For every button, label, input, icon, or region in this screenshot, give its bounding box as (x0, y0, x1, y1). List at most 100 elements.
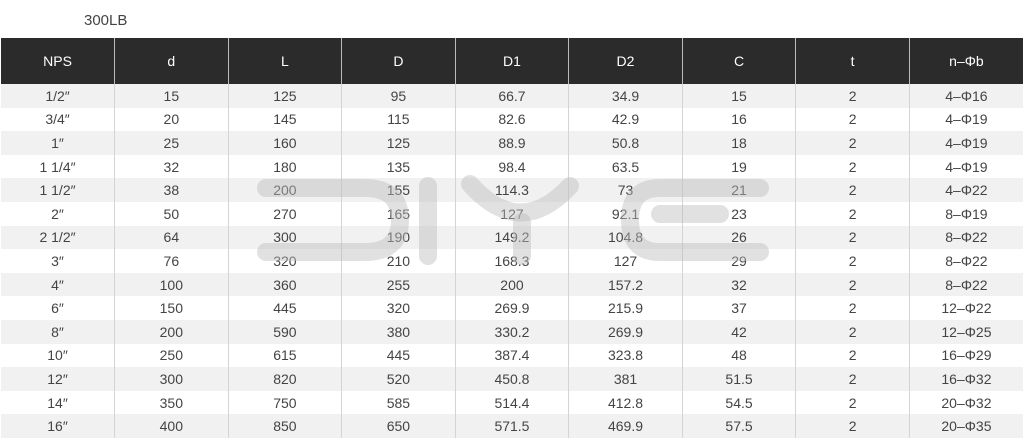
table-cell: 6″ (1, 296, 115, 320)
table-cell: 8–Φ19 (908, 201, 1023, 226)
table-cell: 469.9 (568, 414, 683, 438)
table-cell: 750 (227, 390, 342, 415)
table-row: 2″ 50 270 165 127 92.1 23 2 8–Φ19 (1, 201, 1023, 226)
table-cell: 400 (114, 414, 229, 438)
table-cell: 23 (681, 201, 796, 226)
table-cell: 445 (227, 296, 342, 320)
table-cell: 3″ (1, 249, 115, 273)
table-cell: 165 (341, 201, 456, 226)
table-cell: 571.5 (454, 414, 569, 438)
table-cell: 64 (114, 225, 229, 250)
table-cell: 387.4 (454, 343, 569, 368)
table-cell: 3/4″ (1, 107, 115, 132)
table-row: 1 1/2″ 38 200 155 114.3 73 21 2 4–Φ22 (1, 178, 1023, 202)
table-cell: 270 (227, 201, 342, 226)
table-cell: 4–Φ19 (908, 131, 1023, 155)
table-cell: 2 (795, 414, 910, 438)
table-cell: 1″ (1, 131, 115, 155)
table-cell: 300 (227, 225, 342, 250)
column-header: C (681, 38, 796, 84)
table-cell: 323.8 (568, 343, 683, 368)
table-cell: 2 (795, 178, 910, 202)
table-cell: 16″ (1, 414, 115, 438)
table-cell: 2 (795, 296, 910, 320)
table-cell: 19 (681, 154, 796, 179)
table-cell: 14″ (1, 390, 115, 415)
table-cell: 15 (681, 84, 796, 108)
table-cell: 155 (341, 178, 456, 202)
table-cell: 2 (795, 367, 910, 391)
table-cell: 48 (681, 343, 796, 368)
table-cell: 50.8 (568, 131, 683, 155)
table-cell: 114.3 (454, 178, 569, 202)
table-cell: 1 1/4″ (1, 154, 115, 179)
table-cell: 255 (341, 272, 456, 297)
table-cell: 21 (681, 178, 796, 202)
column-header: t (795, 38, 910, 84)
table-cell: 100 (114, 272, 229, 297)
table-cell: 330.2 (454, 319, 569, 344)
table-cell: 300 (114, 367, 229, 391)
table-row: 3″ 76 320 210 168.3 127 29 2 8–Φ22 (1, 249, 1023, 273)
table-cell: 2 (795, 343, 910, 368)
table-cell: 2 (795, 272, 910, 297)
table-cell: 2 (795, 249, 910, 273)
table-row: 3/4″ 20 145 115 82.6 42.9 16 2 4–Φ19 (1, 107, 1023, 132)
table-cell: 135 (341, 154, 456, 179)
table-cell: 514.4 (454, 390, 569, 415)
table-cell: 127 (568, 249, 683, 273)
table-cell: 8–Φ22 (908, 249, 1023, 273)
table-cell: 412.8 (568, 390, 683, 415)
table-cell: 42 (681, 319, 796, 344)
table-cell: 157.2 (568, 272, 683, 297)
table-cell: 57.5 (681, 414, 796, 438)
table-cell: 50 (114, 201, 229, 226)
table-cell: 12–Φ22 (908, 296, 1023, 320)
table-row: 8″ 200 590 380 330.2 269.9 42 2 12–Φ25 (1, 319, 1023, 344)
table-row: 1/2″ 15 125 95 66.7 34.9 15 2 4–Φ16 (1, 84, 1023, 108)
table-cell: 320 (227, 249, 342, 273)
table-cell: 42.9 (568, 107, 683, 132)
table-cell: 160 (227, 131, 342, 155)
table-cell: 2 (795, 225, 910, 250)
table-row: 1″ 25 160 125 88.9 50.8 18 2 4–Φ19 (1, 131, 1023, 155)
table-cell: 2 (795, 107, 910, 132)
table-cell: 12″ (1, 367, 115, 391)
table-cell: 590 (227, 319, 342, 344)
table-cell: 210 (341, 249, 456, 273)
table-cell: 8–Φ22 (908, 272, 1023, 297)
table-cell: 615 (227, 343, 342, 368)
table-cell: 51.5 (681, 367, 796, 391)
table-cell: 445 (341, 343, 456, 368)
table-cell: 15 (114, 84, 229, 108)
table-cell: 820 (227, 367, 342, 391)
table-cell: 520 (341, 367, 456, 391)
table-cell: 168.3 (454, 249, 569, 273)
table-cell: 250 (114, 343, 229, 368)
table-row: 14″ 350 750 585 514.4 412.8 54.5 2 20–Φ32 (1, 390, 1023, 415)
table-row: 12″ 300 820 520 450.8 381 51.5 2 16–Φ32 (1, 367, 1023, 391)
table-row: 10″ 250 615 445 387.4 323.8 48 2 16–Φ29 (1, 343, 1023, 368)
table-cell: 16 (681, 107, 796, 132)
table-cell: 88.9 (454, 131, 569, 155)
table-cell: 215.9 (568, 296, 683, 320)
table-cell: 2 (795, 84, 910, 108)
table-cell: 380 (341, 319, 456, 344)
table-cell: 269.9 (454, 296, 569, 320)
table-cell: 450.8 (454, 367, 569, 391)
table-cell: 63.5 (568, 154, 683, 179)
table-cell: 360 (227, 272, 342, 297)
column-header: d (114, 38, 229, 84)
table-cell: 76 (114, 249, 229, 273)
table-cell: 38 (114, 178, 229, 202)
table-cell: 2 (795, 154, 910, 179)
table-cell: 850 (227, 414, 342, 438)
table-cell: 125 (227, 84, 342, 108)
table-cell: 18 (681, 131, 796, 155)
table-cell: 200 (114, 319, 229, 344)
table-cell: 190 (341, 225, 456, 250)
column-header: NPS (1, 38, 115, 84)
table-cell: 4–Φ22 (908, 178, 1023, 202)
table-cell: 650 (341, 414, 456, 438)
